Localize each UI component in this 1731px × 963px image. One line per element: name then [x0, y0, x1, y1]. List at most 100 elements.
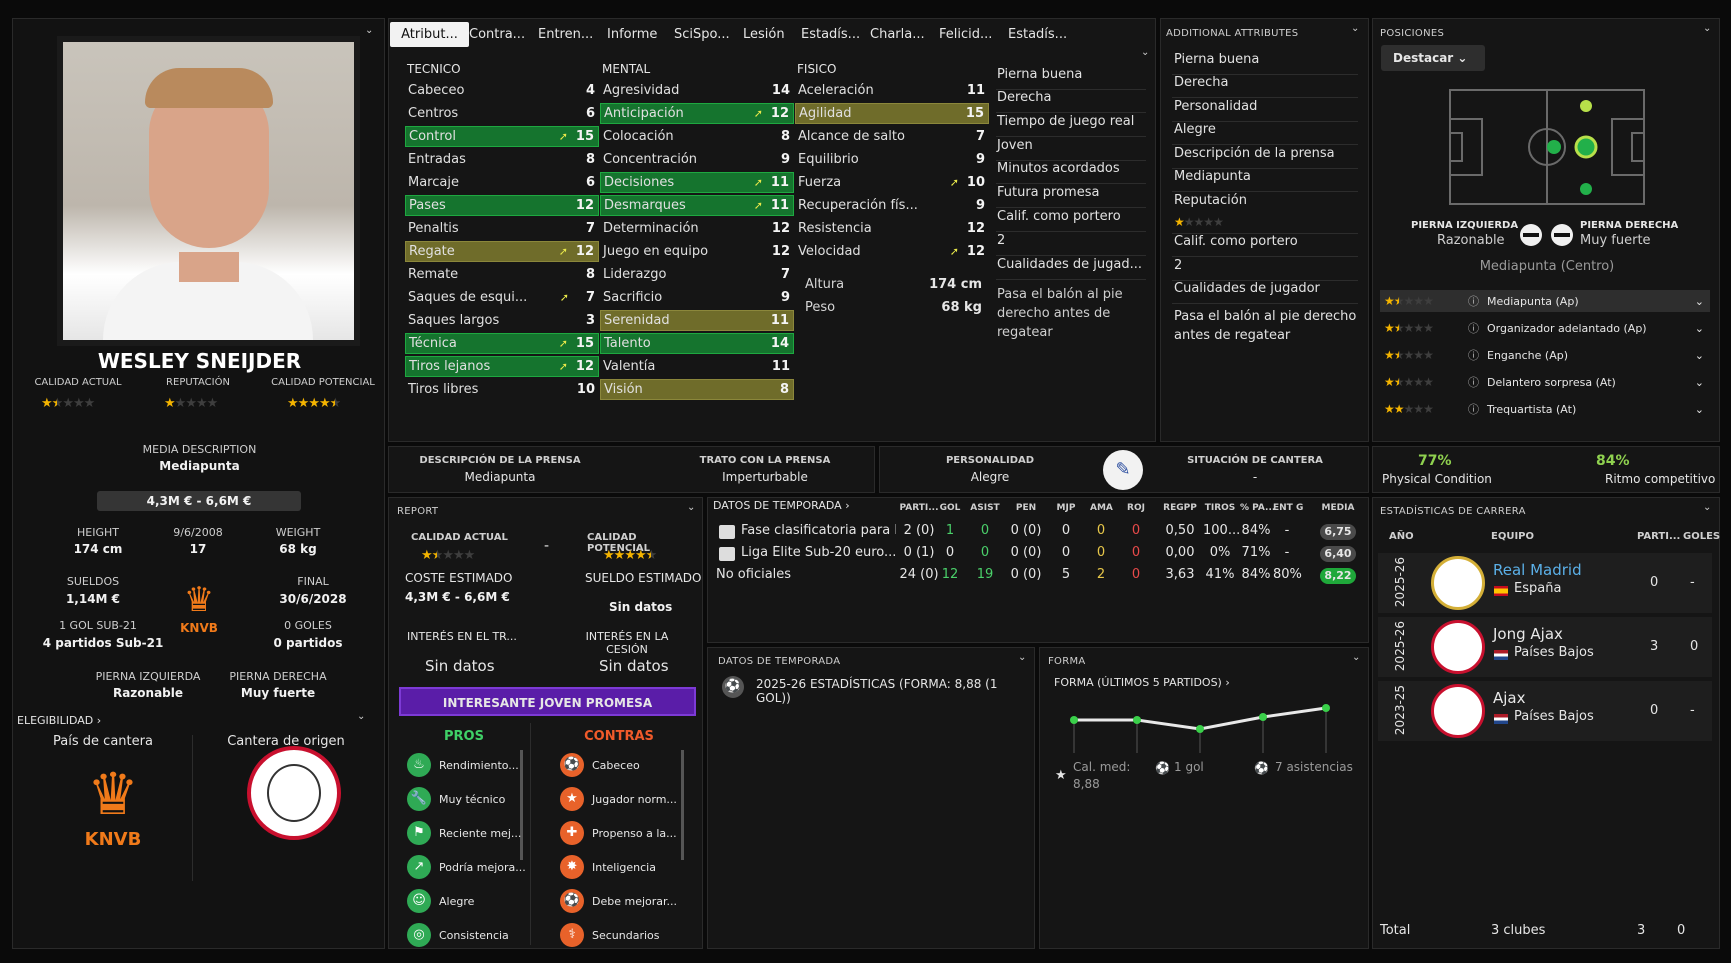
eligibility-header[interactable]: ELEGIBILIDAD ›	[17, 714, 102, 727]
attr-row-mental[interactable]: Agresividad 14	[600, 80, 794, 101]
role-row[interactable]: ★★★★★ ⓘ Mediapunta (Ap) ⌄	[1380, 290, 1710, 312]
attr-row-tecnico[interactable]: Tiros lejanos ➚ 12	[405, 356, 599, 377]
career-team[interactable]: Ajax	[1493, 689, 1526, 707]
season-header[interactable]: TIROS	[1204, 503, 1236, 513]
chevron-down-icon[interactable]: ⌄	[1703, 502, 1712, 513]
attr-row-mental[interactable]: Desmarques ➚ 11	[600, 195, 794, 216]
form-point	[1196, 725, 1204, 733]
season-header[interactable]: REGPP	[1163, 503, 1197, 513]
tab-4[interactable]: SciSpo...	[674, 27, 730, 42]
attr-row-tecnico[interactable]: Control ➚ 15	[405, 126, 599, 147]
info-icon[interactable]: ⓘ	[1468, 376, 1479, 389]
chevron-down-icon[interactable]: ⌄	[1352, 652, 1361, 663]
attr-row-tecnico[interactable]: Saques largos 3	[405, 310, 599, 331]
attr-row-mental[interactable]: Visión 8	[600, 379, 794, 400]
chevron-down-icon[interactable]: ⌄	[1018, 652, 1027, 663]
chevron-down-icon[interactable]: ⌄	[1694, 375, 1704, 389]
info-icon[interactable]: ⓘ	[1468, 349, 1479, 362]
attr-row-mental[interactable]: Decisiones ➚ 11	[600, 172, 794, 193]
attr-row-tecnico[interactable]: Penaltis 7	[405, 218, 599, 239]
attr-row-mental[interactable]: Sacrificio 9	[600, 287, 794, 308]
attr-row-tecnico[interactable]: Cabeceo 4	[405, 80, 599, 101]
tab-1[interactable]: Contra...	[469, 27, 526, 42]
season-header[interactable]: ROJ	[1127, 503, 1145, 513]
attr-row-tecnico[interactable]: Pases 12	[405, 195, 599, 216]
attr-row-fisico[interactable]: Equilibrio 9	[795, 149, 989, 170]
role-row[interactable]: ★★★★★ ⓘ Trequartista (At) ⌄	[1380, 398, 1710, 420]
season-header[interactable]: ENT G	[1273, 503, 1304, 513]
career-team[interactable]: Real Madrid	[1493, 561, 1582, 579]
attr-row-tecnico[interactable]: Remate 8	[405, 264, 599, 285]
attr-row-fisico[interactable]: Alcance de salto 7	[795, 126, 989, 147]
chevron-down-icon[interactable]: ⌄	[357, 711, 366, 722]
tab-6[interactable]: Estadís...	[801, 27, 861, 42]
pros-scrollbar[interactable]	[520, 750, 523, 860]
attr-value: 7	[585, 221, 595, 236]
attr-row-fisico[interactable]: Recuperación fís... 9	[795, 195, 989, 216]
chevron-down-icon[interactable]: ⌄	[1703, 23, 1712, 34]
contras-scrollbar[interactable]	[681, 750, 684, 860]
attr-row-tecnico[interactable]: Tiros libres 10	[405, 379, 599, 400]
tab-9[interactable]: Estadís...	[1008, 27, 1068, 42]
attr-row-tecnico[interactable]: Saques de esqui... ➚ 7	[405, 287, 599, 308]
attr-row-mental[interactable]: Concentración 9	[600, 149, 794, 170]
attr-row-mental[interactable]: Anticipación ➚ 12	[600, 103, 794, 124]
attr-row-mental[interactable]: Valentía 11	[600, 356, 794, 377]
season-comp[interactable]: Fase clasificatoria para l...	[741, 523, 896, 538]
attr-row-mental[interactable]: Juego en equipo 12	[600, 241, 794, 262]
info-icon[interactable]: ⓘ	[1468, 295, 1479, 308]
role-row[interactable]: ★★★★★ ⓘ Organizador adelantado (Ap) ⌄	[1380, 317, 1710, 339]
season-comp[interactable]: Liga Élite Sub-20 euro...	[741, 545, 896, 560]
attr-row-tecnico[interactable]: Técnica ➚ 15	[405, 333, 599, 354]
season-header[interactable]: PEN	[1015, 503, 1037, 513]
attr-row-tecnico[interactable]: Marcaje 6	[405, 172, 599, 193]
attr-row-tecnico[interactable]: Entradas 8	[405, 149, 599, 170]
tab-8[interactable]: Felicid...	[939, 27, 993, 42]
season-title[interactable]: DATOS DE TEMPORADA ›	[713, 499, 850, 512]
chevron-down-icon[interactable]: ⌄	[1351, 23, 1360, 34]
season-header[interactable]: GOL	[939, 503, 961, 513]
season-header[interactable]: % PA...	[1240, 503, 1276, 513]
attr-row-mental[interactable]: Colocación 8	[600, 126, 794, 147]
chevron-down-icon[interactable]: ⌄	[1141, 47, 1150, 58]
attr-row-mental[interactable]: Talento 14	[600, 333, 794, 354]
chevron-down-icon[interactable]: ⌄	[365, 25, 374, 36]
chevron-down-icon[interactable]: ⌄	[1694, 348, 1704, 362]
chevron-down-icon[interactable]: ⌄	[1694, 294, 1704, 308]
career-year: 2025-26	[1393, 620, 1407, 672]
season-header[interactable]: AMA	[1090, 503, 1113, 513]
tab-3[interactable]: Informe	[607, 27, 658, 42]
season-header[interactable]: ASIST	[970, 503, 1000, 513]
chevron-down-icon[interactable]: ⌄	[1694, 402, 1704, 416]
attr-row-tecnico[interactable]: Regate ➚ 12	[405, 241, 599, 262]
pos-dot-amc	[1574, 135, 1598, 159]
attr-row-fisico[interactable]: Resistencia 12	[795, 218, 989, 239]
chevron-down-icon[interactable]: ⌄	[1694, 321, 1704, 335]
attr-row-mental[interactable]: Determinación 12	[600, 218, 794, 239]
attr-row-fisico[interactable]: Aceleración 11	[795, 80, 989, 101]
career-total-label: Total	[1380, 923, 1411, 938]
season-header[interactable]: MEDIA	[1321, 503, 1355, 513]
role-row[interactable]: ★★★★★ ⓘ Enganche (Ap) ⌄	[1380, 344, 1710, 366]
attr-row-mental[interactable]: Serenidad 11	[600, 310, 794, 331]
attr-row-fisico[interactable]: Fuerza ➚ 10	[795, 172, 989, 193]
attr-row-mental[interactable]: Liderazgo 7	[600, 264, 794, 285]
season-header[interactable]: PARTI...	[899, 503, 939, 513]
tab-2[interactable]: Entren...	[538, 27, 594, 42]
career-h-year: AÑO	[1389, 531, 1414, 542]
tab-7[interactable]: Charla...	[870, 27, 925, 42]
career-team[interactable]: Jong Ajax	[1493, 625, 1563, 643]
season-header[interactable]: MJP	[1056, 503, 1076, 513]
attr-row-fisico[interactable]: Agilidad 15	[795, 103, 989, 124]
tab-5[interactable]: Lesión	[743, 27, 785, 42]
attr-row-tecnico[interactable]: Centros 6	[405, 103, 599, 124]
form-sub[interactable]: FORMA (ÚLTIMOS 5 PARTIDOS) ›	[1054, 676, 1230, 689]
chevron-down-icon[interactable]: ⌄	[687, 502, 696, 513]
attr-row-fisico[interactable]: Velocidad ➚ 12	[795, 241, 989, 262]
role-row[interactable]: ★★★★★ ⓘ Delantero sorpresa (At) ⌄	[1380, 371, 1710, 393]
info-icon[interactable]: ⓘ	[1468, 403, 1479, 416]
season-comp[interactable]: No oficiales	[716, 567, 792, 582]
highlight-dropdown[interactable]: Destacar ⌄	[1381, 45, 1485, 71]
info-icon[interactable]: ⓘ	[1468, 322, 1479, 335]
tab-0[interactable]: Atribut...	[390, 22, 469, 47]
